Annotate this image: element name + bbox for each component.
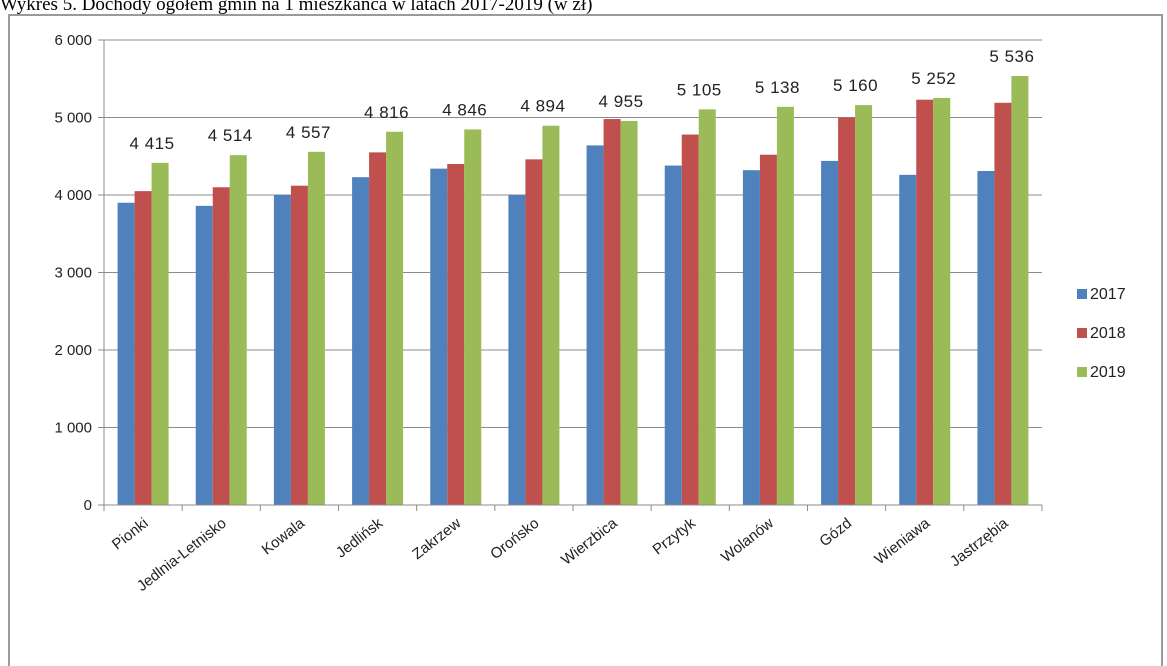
- category-label-3: Jedlińsk: [333, 514, 387, 561]
- bar-2019-9: [855, 105, 873, 505]
- data-label-5: 4 894: [520, 97, 565, 116]
- legend-label-2017: 2017: [1090, 286, 1126, 303]
- chart-frame: 0 1 000 2 000 3 000 4 000 5 000 6 000 4 415 4 5…: [8, 14, 1163, 666]
- category-label-0: Pionki: [109, 515, 152, 554]
- bar-2017-4: [430, 168, 448, 505]
- y-tick-label: 4 000: [54, 187, 92, 204]
- y-tick-label: 1 000: [54, 420, 92, 437]
- bar-2019-0: [151, 162, 169, 505]
- bar-2019-4: [464, 129, 482, 505]
- legend-label-2019: 2019: [1090, 364, 1126, 381]
- bar-2017-0: [117, 202, 135, 505]
- bar-2017-6: [586, 145, 604, 505]
- y-tick-label: 6 000: [54, 32, 92, 49]
- bar-2017-8: [742, 170, 760, 505]
- y-tick-label: 2 000: [54, 342, 92, 359]
- legend-swatch-2019: [1077, 367, 1087, 377]
- bar-2018-8: [759, 154, 777, 505]
- y-tick-label: 5 000: [54, 110, 92, 127]
- data-label-6: 4 955: [599, 92, 644, 111]
- bar-2018-3: [369, 152, 387, 505]
- grid-lines: [104, 39, 1042, 428]
- legend-label-2018: 2018: [1090, 325, 1126, 342]
- y-axis: 0 1 000 2 000 3 000 4 000 5 000 6 000: [54, 32, 105, 514]
- bar-2018-9: [838, 117, 856, 505]
- bar-2018-10: [916, 99, 934, 506]
- bar-2017-7: [664, 165, 682, 506]
- bar-2019-1: [229, 155, 247, 506]
- category-label-5: Orońsko: [487, 515, 542, 563]
- bar-2017-11: [977, 170, 995, 505]
- data-label-9: 5 160: [833, 76, 878, 95]
- bar-2017-10: [899, 174, 917, 505]
- bar-2019-11: [1011, 75, 1029, 506]
- data-label-11: 5 536: [989, 47, 1034, 66]
- bar-2019-5: [542, 125, 560, 505]
- category-label-9: Gózd: [816, 515, 855, 550]
- bar-2018-0: [134, 191, 152, 505]
- data-label-8: 5 138: [755, 78, 800, 97]
- bar-2018-7: [681, 134, 699, 506]
- data-label-7: 5 105: [677, 80, 722, 99]
- bar-2018-1: [212, 187, 230, 505]
- data-label-1: 4 514: [208, 126, 253, 145]
- category-label-4: Zakrzew: [409, 515, 464, 563]
- data-label-4: 4 846: [442, 100, 487, 119]
- data-label-0: 4 415: [130, 134, 175, 153]
- bar-2018-4: [447, 164, 465, 505]
- bar-chart: 0 1 000 2 000 3 000 4 000 5 000 6 000 4 415 4 5…: [54, 32, 1126, 595]
- data-label-2: 4 557: [286, 123, 331, 142]
- legend: 2017 2018 2019: [1077, 286, 1126, 381]
- bar-2017-5: [508, 195, 526, 505]
- bar-2018-5: [525, 159, 543, 505]
- bar-2019-6: [620, 120, 638, 506]
- bar-2017-3: [352, 177, 370, 506]
- bar-2018-6: [603, 119, 621, 506]
- category-label-2: Kowala: [259, 514, 309, 558]
- y-tick-label: 0: [84, 497, 92, 514]
- category-label-7: Przytyk: [649, 514, 699, 558]
- category-label-8: Wolanów: [718, 515, 777, 566]
- bar-2019-7: [698, 109, 716, 506]
- category-label-6: Wierzbica: [558, 514, 621, 568]
- bar-2017-9: [821, 160, 839, 505]
- legend-swatch-2017: [1077, 289, 1087, 299]
- category-label-10: Wieniawa: [872, 514, 934, 568]
- bar-2019-8: [776, 106, 794, 506]
- bar-2019-3: [386, 131, 404, 505]
- bar-2019-10: [933, 97, 951, 505]
- data-labels: 4 415 4 514 4 557 4 816 4 846 4 894 4 955 5 105…: [130, 47, 1034, 153]
- bar-2017-1: [195, 205, 213, 505]
- bar-2019-2: [307, 151, 325, 505]
- bar-2018-2: [290, 185, 308, 505]
- data-label-10: 5 252: [911, 69, 956, 88]
- data-label-3: 4 816: [364, 103, 409, 122]
- bar-2017-2: [273, 195, 291, 505]
- legend-swatch-2018: [1077, 328, 1087, 338]
- category-label-11: Jastrzębia: [947, 514, 1012, 570]
- bars: [117, 75, 1029, 506]
- chart-caption: Wykres 5. Dochody ogółem gmin na 1 miesz…: [0, 0, 593, 15]
- y-tick-label: 3 000: [54, 265, 92, 282]
- bar-2018-11: [994, 102, 1012, 506]
